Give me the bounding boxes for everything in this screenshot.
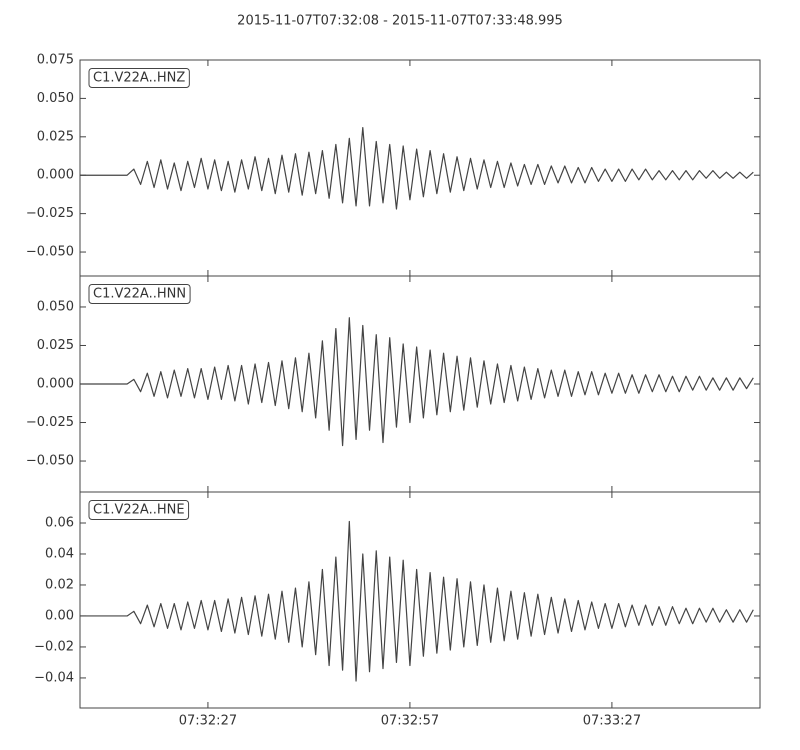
y-tick-label: −0.04 (34, 670, 74, 685)
y-tick-label: −0.050 (26, 454, 74, 469)
trace-label-box (88, 500, 190, 520)
waveform (80, 317, 754, 447)
trace-label: C1.V22A..HNZ (93, 71, 185, 86)
trace-label-box (88, 284, 191, 304)
x-tick-label: 07:32:27 (179, 714, 237, 729)
y-tick-label: −0.025 (26, 206, 74, 221)
x-tick-label: 07:33:27 (583, 714, 641, 729)
y-tick-label: −0.02 (34, 639, 74, 654)
figure-title: 2015-11-07T07:32:08 - 2015-11-07T07:33:4… (237, 14, 563, 29)
y-tick-label: 0.050 (37, 91, 74, 106)
y-tick-label: 0.02 (45, 577, 74, 592)
x-tick-label: 07:32:57 (381, 714, 439, 729)
y-tick-label: 0.050 (37, 299, 74, 314)
y-tick-label: 0.025 (37, 129, 74, 144)
y-tick-label: 0.025 (37, 338, 74, 353)
y-tick-label: 0.06 (45, 515, 74, 530)
y-tick-label: −0.025 (26, 415, 74, 430)
y-tick-label: 0.04 (45, 546, 74, 561)
trace-label-box (88, 68, 190, 88)
y-tick-label: 0.00 (45, 608, 74, 623)
trace-label: C1.V22A..HNN (93, 287, 186, 302)
y-tick-label: 0.075 (37, 53, 74, 68)
y-tick-label: 0.000 (37, 377, 74, 392)
waveform (80, 520, 754, 682)
panel-frame (79, 59, 761, 277)
panel-frame (79, 491, 761, 709)
trace-label: C1.V22A..HNE (93, 503, 185, 518)
y-tick-label: 0.000 (37, 168, 74, 183)
y-tick-label: −0.050 (26, 245, 74, 260)
waveform (80, 126, 754, 210)
